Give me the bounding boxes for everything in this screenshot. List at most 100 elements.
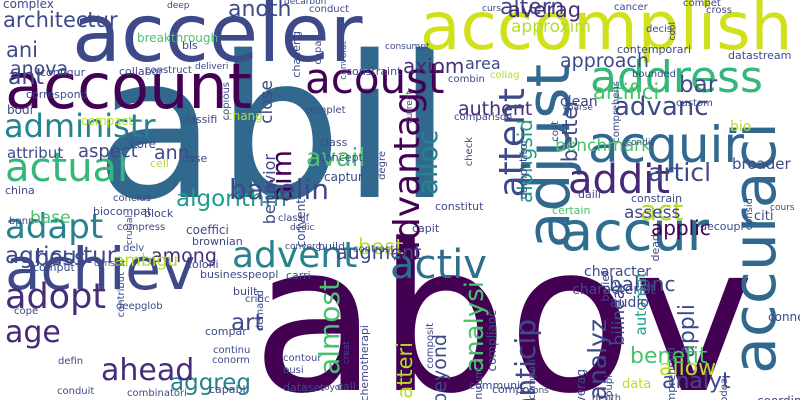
cloud-word-creat: creat [342, 341, 352, 365]
cloud-word-decis: decis [646, 24, 672, 35]
cloud-word-challeng: challeng [290, 31, 303, 78]
cloud-word-convolut: convolut [339, 41, 349, 80]
cloud-word-avail: avail [306, 143, 366, 172]
cloud-word-delv: delv [123, 243, 145, 254]
cloud-word-acceler: acceler [72, 0, 363, 80]
cloud-word-conorm: conorm [212, 355, 250, 366]
cloud-word-anova: anova [10, 58, 69, 80]
cloud-word-constitut: constitut [435, 200, 484, 213]
cloud-word-citi: citi [754, 209, 774, 224]
cloud-word-analyt: analyt [662, 369, 731, 394]
cloud-word-bls: bls [182, 39, 198, 52]
cloud-word-abov: abov [252, 201, 755, 400]
cloud-word-approach: approach [560, 50, 649, 72]
cloud-word-aspect: aspect [78, 141, 138, 162]
cloud-word-cell: cell [150, 157, 169, 170]
cloud-word-assess: assess [624, 203, 681, 223]
cloud-word-condit: condit [626, 138, 654, 148]
cloud-word-coverag: coverag [574, 369, 588, 400]
cloud-word-cancer: cancer [614, 2, 648, 13]
cloud-word-allow: allow [659, 356, 717, 381]
cloud-word-adapt: adapt [5, 207, 104, 247]
cloud-word-benefit: benefit [630, 344, 708, 369]
cloud-word-ambigu: ambigu [114, 251, 179, 271]
cloud-word-batteri: batteri [393, 342, 417, 400]
cloud-word-classif: classif [278, 213, 310, 224]
cloud-word-averag: averag [508, 0, 582, 22]
cloud-word-comput: comput [33, 261, 75, 274]
cloud-word-class: class [320, 136, 348, 149]
cloud-word-coloni: coloni [186, 258, 219, 271]
cloud-word-bess: bess [35, 246, 86, 271]
cloud-word-attribut: attribut [7, 144, 64, 162]
cloud-word-connect: connect [768, 310, 800, 324]
cloud-word-complet: complet [305, 105, 346, 116]
cloud-word-augment: augment [336, 242, 422, 264]
cloud-word-businesspeopl: businesspeopl [200, 268, 279, 281]
cloud-word-bounded: bounded [632, 69, 676, 80]
cloud-word-bilinear: bilinear [609, 282, 629, 346]
cloud-word-build: build [318, 240, 346, 253]
cloud-word-compress: compress [117, 222, 166, 233]
cloud-word-critic: critic [245, 294, 270, 305]
cloud-word-compet: compet [683, 0, 721, 9]
cloud-word-best: best [358, 235, 404, 259]
cloud-word-bar: bar [679, 72, 718, 98]
cloud-word-comparison: comparison [454, 112, 513, 123]
cloud-word-biocompat: biocompat [93, 205, 152, 218]
cloud-word-deepglob: deepglob [116, 301, 163, 312]
cloud-word-ani: ani [6, 38, 39, 62]
cloud-word-custom: custom [676, 98, 713, 109]
cloud-word-advanc: advanc [614, 92, 709, 122]
cloud-word-consist: consist [94, 259, 126, 269]
cloud-word-daili: daili [578, 188, 601, 201]
cloud-word-bio: bio [730, 119, 752, 135]
cloud-word-certain: certain [552, 204, 591, 217]
cloud-word-act: act [640, 194, 684, 227]
cloud-word-contemporari: contemporari [617, 43, 692, 56]
cloud-word-axiom: axiom [403, 54, 465, 78]
cloud-word-advent: advent [232, 235, 358, 276]
cloud-word-datastream: datastream [728, 49, 792, 62]
cloud-word-artifici: artifici [593, 80, 660, 104]
cloud-word-activ: activ [390, 242, 487, 288]
cloud-word-contour: contour [283, 353, 322, 364]
cloud-word-clean: clean [560, 94, 598, 110]
cloud-word-agricultur: agricultur [5, 243, 117, 269]
cloud-word-captur: captur [324, 170, 363, 184]
cloud-word-concept: concept [319, 151, 363, 164]
cloud-word-coarse: coarse [563, 103, 593, 113]
cloud-word-address: address [590, 52, 763, 103]
cloud-word-classifi: classifi [180, 113, 218, 126]
cloud-word-conduct: conduct [309, 4, 350, 15]
cloud-word-curs: curs [482, 4, 502, 14]
cloud-word-collag: collag [490, 70, 520, 81]
cloud-word-addit: addit [568, 157, 671, 203]
cloud-word-continu: continu [213, 345, 251, 356]
cloud-word-chang: chang [226, 109, 263, 123]
cloud-word-complex: complex [3, 0, 54, 11]
cloud-word-deliveri: deliveri [195, 62, 229, 72]
cloud-word-broader: broader [732, 155, 791, 173]
cloud-word-accur: accur [560, 200, 709, 263]
cloud-word-comprehens: comprehens [611, 81, 622, 143]
cloud-word-continuum: continuum [472, 368, 485, 400]
cloud-word-coordin: coordin [757, 395, 800, 400]
cloud-word-accomplish: accomplish [420, 0, 793, 65]
cloud-word-busi: busi [283, 365, 304, 376]
cloud-word-art: art [231, 310, 264, 336]
cloud-word-audio: audio [610, 295, 649, 311]
cloud-word-collabor: collabor [119, 65, 163, 78]
cloud-word-composit: composit [425, 323, 436, 369]
cloud-word-alloc: alloc [411, 130, 444, 196]
cloud-word-current: current [405, 91, 415, 124]
cloud-word-bodi: bodi [7, 103, 33, 117]
cloud-word-consumpt: consumpt [385, 42, 430, 52]
cloud-word-crucial: crucial [125, 215, 135, 245]
cloud-word-ahead: ahead [101, 353, 195, 388]
cloud-word-cope: cope [14, 306, 39, 317]
cloud-word-block: block [144, 207, 174, 220]
cloud-word-copious: copious [221, 82, 232, 121]
cloud-word-ann: ann [154, 142, 190, 164]
cloud-word-achiev: achiev [5, 235, 196, 303]
